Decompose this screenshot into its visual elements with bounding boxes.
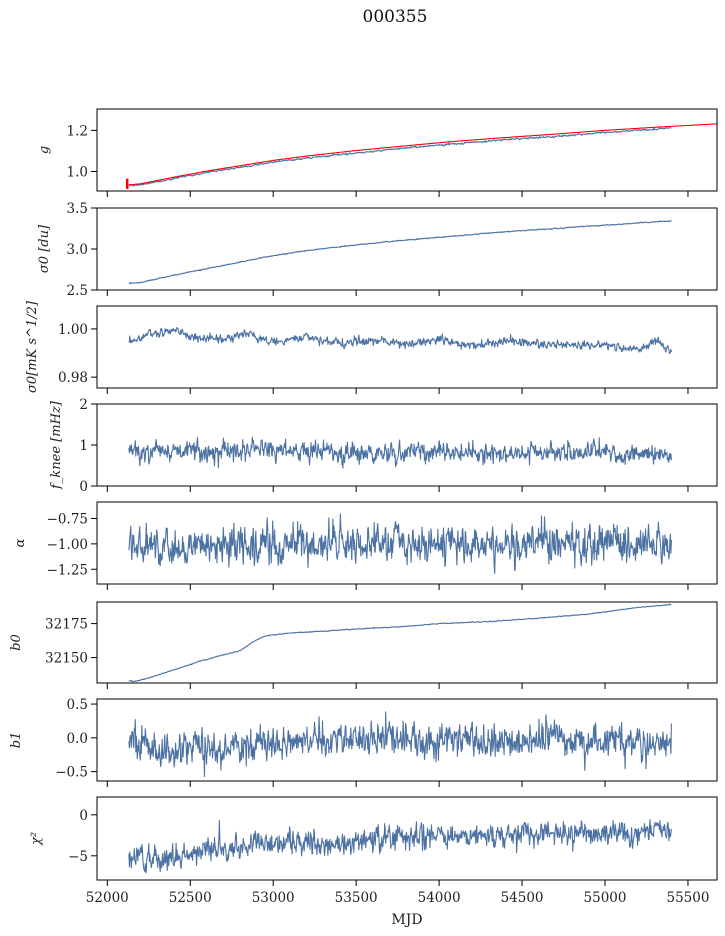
panel-chi2: −5 0 52000 52500 53000 53500 54000 54500 55000 55…	[29, 796, 718, 906]
x-axis-label: MJD	[391, 912, 422, 928]
ytick-label-g: 1.0	[67, 164, 88, 180]
series-line-g-0	[128, 126, 672, 187]
series-line-g-1	[128, 123, 717, 186]
panel-g: 1.0 1.2 g	[37, 108, 718, 197]
axes-frame-alpha	[96, 501, 718, 585]
axes-frame-g	[96, 108, 718, 192]
ytick-label-sigma0_mK: 0.98	[58, 370, 88, 386]
xtick-label: 52500	[169, 890, 212, 906]
ytick-label-fknee: 2	[79, 397, 88, 413]
ytick-label-b0: 32150	[45, 651, 88, 667]
xtick-label: 54000	[418, 890, 461, 906]
panel-sigma0_du: 2.5 3.0 3.5 σ0 [du]	[37, 201, 718, 299]
axes-frame-sigma0_mK	[96, 305, 718, 389]
y-axis-label-chi2: χ²	[29, 832, 44, 846]
panel-sigma0_mK: 0.98 1.00 σ0[mK s^1/2]	[25, 300, 718, 394]
ytick-label-chi2: −5	[68, 849, 88, 865]
xtick-label: 52000	[86, 890, 129, 906]
series-line-b0-0	[128, 603, 672, 683]
y-axis-label-fknee: f_knee [mHz]	[49, 400, 64, 490]
panel-b1: −0.5 0.0 0.5 b1	[9, 697, 718, 787]
xtick-label: 55500	[666, 890, 709, 906]
ytick-label-sigma0_du: 3.0	[67, 242, 88, 258]
axes-frame-b0	[96, 601, 718, 684]
panel-alpha: −1.25 −1.00 −0.75 α	[13, 501, 718, 590]
axes-frame-sigma0_du	[96, 207, 718, 291]
series-line-sigma0_du-0	[128, 220, 672, 285]
xtick-label: 55000	[584, 890, 627, 906]
panels: 1.0 1.2 g 2.5 3.0 3.5 σ0 [du] 0.98 1.00 σ0[mK s^1…	[9, 108, 718, 906]
xtick-label: 53500	[335, 890, 378, 906]
series-line-alpha-0	[128, 513, 672, 574]
y-axis-label-g: g	[37, 146, 52, 154]
series-line-fknee-0	[128, 436, 672, 469]
y-axis-label-sigma0_mK: σ0[mK s^1/2]	[25, 300, 40, 393]
series-line-chi2-0	[128, 818, 672, 874]
ytick-label-b1: −0.5	[55, 765, 88, 781]
series-line-sigma0_mK-0	[128, 327, 672, 354]
ytick-label-alpha: −0.75	[47, 511, 88, 527]
ytick-label-alpha: −1.25	[47, 562, 88, 578]
ytick-label-alpha: −1.00	[47, 537, 88, 553]
y-axis-label-b1: b1	[9, 732, 24, 749]
ytick-label-b1: 0.5	[67, 697, 88, 713]
ytick-label-fknee: 1	[79, 438, 88, 454]
ytick-label-fknee: 0	[79, 479, 88, 495]
y-axis-label-b0: b0	[9, 634, 24, 651]
ytick-label-b0: 32175	[45, 617, 88, 633]
ytick-label-sigma0_mK: 1.00	[58, 322, 88, 338]
ytick-label-chi2: 0	[79, 808, 88, 824]
xtick-label: 54500	[501, 890, 544, 906]
panel-fknee: 0 1 2 f_knee [mHz]	[49, 397, 718, 495]
panel-b0: 32150 32175 b0	[9, 601, 718, 689]
ytick-label-sigma0_du: 2.5	[67, 283, 88, 299]
y-axis-label-sigma0_du: σ0 [du]	[37, 224, 52, 273]
y-axis-label-alpha: α	[13, 538, 28, 547]
axes-frame-b1	[96, 698, 718, 782]
ytick-label-g: 1.2	[67, 123, 88, 139]
ytick-label-b1: 0.0	[67, 731, 88, 747]
ytick-label-sigma0_du: 3.5	[67, 201, 88, 217]
axes-frame-chi2	[96, 796, 718, 881]
chart-title: 000355	[363, 7, 428, 27]
series-line-b1-0	[128, 711, 672, 778]
xtick-label: 53000	[252, 890, 295, 906]
